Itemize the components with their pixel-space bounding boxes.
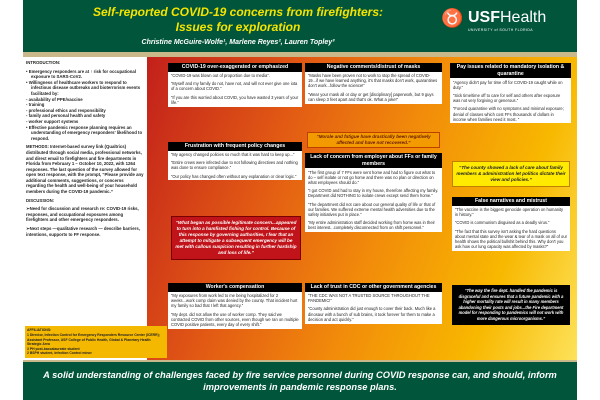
sub-item: - worker support systems (26, 118, 79, 124)
theme-title: COVID-19 over-exaggerated or emphasized (168, 63, 302, 72)
title-line-2: Issues for exploration (175, 20, 301, 34)
quote: “Entire crews were infected due to not f… (171, 160, 298, 171)
callout-black: “The way the fire dept. handled the pand… (452, 285, 570, 325)
quote: “THE CDC WAS NOT A TRUSTED SOURCE THROUG… (308, 293, 430, 304)
quote: “COVID-19 was blown out of proportion du… (171, 73, 270, 78)
quote: “I got COVID and had to stay in my house… (308, 188, 439, 199)
theme-box-workers-comp: Worker's compensation “My exposures from… (168, 283, 302, 329)
affiliation-line: 3 PH post-baccalaureate student (27, 346, 80, 351)
theme-box-masks: Negative comments/distrust of masks “Mas… (305, 63, 442, 104)
theme-box-cdc-trust: Lack of trust in CDC or other government… (305, 283, 442, 324)
theme-box-employer-concern: Lack of concern from employer about FFs … (305, 153, 442, 233)
title-line-1: Self-reported COVID-19 concerns from fir… (92, 5, 384, 19)
quote: “My dept. did not allow the use of worke… (171, 311, 299, 328)
affiliation-line: 2 BSPH student, Infection Control minor (27, 351, 92, 356)
quote: “Masks have been proven not to work to s… (308, 73, 438, 89)
quote: “The vaccine is the biggest genocide ope… (455, 207, 564, 218)
intro-heading: INTRODUCTION: (26, 60, 61, 65)
header: Self-reported COVID-19 concerns from fir… (23, 0, 577, 52)
quote: “The department did not care about our g… (308, 201, 436, 217)
theme-title: Negative comments/distrust of masks (305, 63, 442, 72)
quote: “COVID is communism disguised as a deadl… (455, 220, 550, 226)
poster: Self-reported COVID-19 concerns from fir… (23, 0, 577, 400)
intro-item: • Willingness of healthcare workers to r… (26, 80, 144, 125)
theme-title: Lack of concern from employer about FFs … (305, 153, 442, 168)
quote: “My agency changed policies so much that… (171, 152, 295, 157)
quote: “Sick time/time off to care for self and… (453, 92, 561, 104)
theme-title: Frustration with frequent policy changes (168, 142, 302, 151)
left-column: INTRODUCTION: • Emergency responders are… (23, 57, 167, 360)
quote: “Our policy has changed often without an… (171, 173, 297, 179)
conclusion-banner: A solid understanding of challenges face… (23, 360, 577, 400)
quote: “If you are this worried about COVID, yo… (171, 94, 299, 105)
theme-box-pay-issues: Pay issues related to mandatory isolatio… (450, 63, 571, 124)
discussion-item: ➢Need for discussion and research re: CO… (26, 206, 139, 223)
results-panel: COVID-19 over-exaggerated or emphasized … (147, 57, 577, 360)
usf-health-logo: ♉ USFHealth UNIVERSITY of SOUTH FLORIDA (441, 8, 566, 34)
quote: “Forced quarantine with no symptoms and … (453, 106, 564, 122)
affiliation-line: 1 Director, Infection Control for Emerge… (27, 333, 160, 347)
quote: “County administration did just enough t… (308, 306, 436, 322)
callout-orange: “Morale and fatigue have drastically bee… (307, 132, 440, 148)
quote: “Myself and my family do not, have not, … (171, 81, 298, 92)
theme-title: False narratives and mistrust (452, 197, 570, 206)
quote: “My exposures from work led to me being … (171, 293, 298, 309)
sub-item: - professional ethics and responsibility (26, 107, 106, 113)
theme-title: Lack of trust in CDC or other government… (305, 283, 442, 292)
quote: “The fact that this survey isn't asking … (455, 228, 567, 250)
authors: Christine McGuire-Wolfe¹, Marlene Reyes²… (141, 39, 335, 46)
poster-title: Self-reported COVID-19 concerns from fir… (43, 5, 433, 35)
callout-yellow: “The county showed a lack of care about … (452, 161, 570, 187)
quote: “Wear your mask all or day or get [disci… (308, 91, 434, 102)
quote: “Agency didn't pay for time off for COVI… (453, 79, 563, 90)
sub-item: - family and personal health and safety (26, 113, 106, 119)
theme-title: Worker's compensation (168, 283, 302, 292)
theme-box-overexaggerated: COVID-19 over-exaggerated or emphasized … (168, 63, 302, 107)
intro-item: • Effective pandemic response planning r… (26, 124, 143, 141)
divider (23, 52, 577, 57)
theme-box-policy-changes: Frustration with frequent policy changes… (168, 142, 302, 181)
theme-box-false-narratives: False narratives and mistrust “The vacci… (452, 197, 570, 251)
affiliations: AFFILIATIONS: 1 Director, Infection Cont… (25, 326, 167, 358)
affiliations-heading: AFFILIATIONS: (27, 328, 52, 333)
bull-horns-icon: ♉ (441, 8, 464, 28)
conclusion-text: A solid understanding of challenges face… (43, 370, 557, 392)
logo-subtitle: UNIVERSITY of SOUTH FLORIDA (468, 28, 533, 32)
discussion-heading: DISCUSSION: (26, 197, 55, 203)
methods: METHODS: Internet-based survey link (Qua… (26, 144, 144, 195)
discussion-item: ➢Next steps —qualitative research — desc… (26, 226, 140, 237)
quote: “The first group of 7 FFs were sent home… (308, 169, 436, 185)
intro-item: • Emergency responders are at ↑ risk for… (26, 68, 136, 80)
logo-text: USFHealth (468, 9, 547, 26)
intro-list: • Emergency responders are at ↑ risk for… (26, 69, 144, 142)
quote: “My entire administration staff decided … (308, 220, 435, 231)
sub-item: - training (26, 102, 45, 108)
theme-title: Pay issues related to mandatory isolatio… (450, 63, 571, 78)
callout-red: “What began as possible legitimate conce… (171, 216, 301, 260)
sub-item: - availability of PPE/vaccine (26, 96, 83, 102)
